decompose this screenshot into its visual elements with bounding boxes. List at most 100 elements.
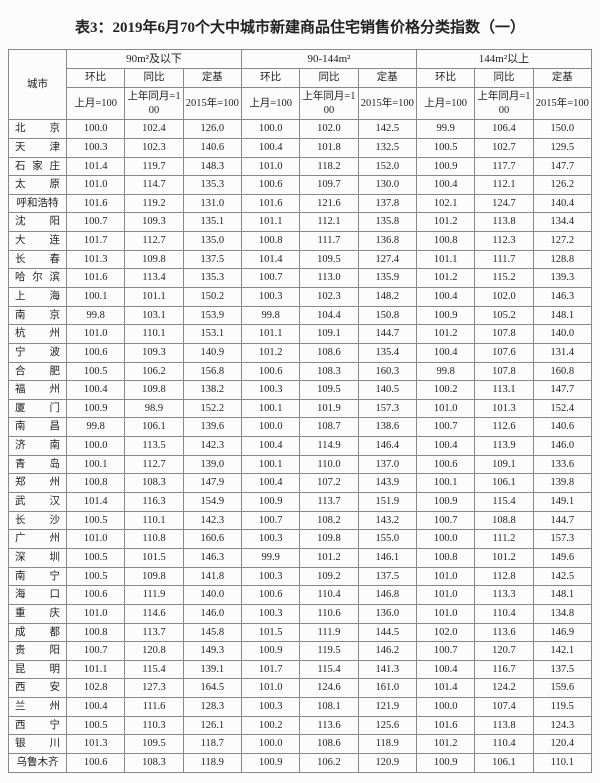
value-cell: 150.0 (533, 120, 591, 139)
value-cell: 109.5 (300, 250, 358, 269)
value-cell: 101.3 (67, 735, 125, 754)
city-cell: 福州 (9, 381, 67, 400)
value-cell: 108.7 (300, 418, 358, 437)
value-cell: 101.0 (67, 604, 125, 623)
value-cell: 109.5 (300, 381, 358, 400)
table-row: 济南100.0113.5142.3100.4114.9146.4100.4113… (9, 437, 592, 456)
value-cell: 114.6 (125, 604, 183, 623)
city-cell: 西安 (9, 679, 67, 698)
value-cell: 111.7 (300, 232, 358, 251)
value-cell: 100.3 (241, 604, 299, 623)
value-cell: 128.3 (183, 698, 241, 717)
table-row: 上海100.1101.1150.2100.3102.3148.2100.4102… (9, 287, 592, 306)
value-cell: 140.5 (358, 381, 416, 400)
value-cell: 106.4 (475, 120, 533, 139)
value-cell: 106.1 (475, 474, 533, 493)
header-yoy: 上年同月=1 00 (300, 87, 358, 119)
city-cell: 南京 (9, 306, 67, 325)
value-cell: 101.6 (67, 269, 125, 288)
value-cell: 135.1 (183, 213, 241, 232)
value-cell: 101.2 (416, 735, 474, 754)
table-row: 大连101.7112.7135.0100.8111.7136.8100.8112… (9, 232, 592, 251)
value-cell: 135.8 (358, 213, 416, 232)
value-cell: 133.6 (533, 455, 591, 474)
value-cell: 101.8 (300, 138, 358, 157)
city-cell: 乌鲁木齐 (9, 754, 67, 773)
value-cell: 127.3 (125, 679, 183, 698)
value-cell: 110.1 (125, 325, 183, 344)
value-cell: 159.6 (533, 679, 591, 698)
city-cell: 西宁 (9, 716, 67, 735)
value-cell: 137.5 (183, 250, 241, 269)
value-cell: 142.3 (183, 511, 241, 530)
value-cell: 128.8 (533, 250, 591, 269)
value-cell: 100.0 (241, 735, 299, 754)
value-cell: 101.3 (67, 250, 125, 269)
city-cell: 合肥 (9, 362, 67, 381)
value-cell: 100.2 (241, 716, 299, 735)
value-cell: 101.0 (416, 586, 474, 605)
value-cell: 115.4 (475, 493, 533, 512)
city-cell: 长沙 (9, 511, 67, 530)
value-cell: 111.2 (475, 530, 533, 549)
value-cell: 115.2 (475, 269, 533, 288)
value-cell: 110.4 (475, 604, 533, 623)
value-cell: 101.7 (241, 660, 299, 679)
value-cell: 100.4 (416, 287, 474, 306)
value-cell: 112.1 (300, 213, 358, 232)
value-cell: 100.7 (67, 642, 125, 661)
value-cell: 99.8 (416, 362, 474, 381)
value-cell: 116.3 (125, 493, 183, 512)
value-cell: 137.8 (358, 194, 416, 213)
table-row: 石家庄101.4119.7148.3101.0118.2152.0100.911… (9, 157, 592, 176)
header-dj: 定基 (533, 69, 591, 88)
value-cell: 145.8 (183, 623, 241, 642)
value-cell: 112.8 (475, 567, 533, 586)
value-cell: 151.9 (358, 493, 416, 512)
value-cell: 113.4 (125, 269, 183, 288)
table-row: 宁波100.6109.3140.9101.2108.6135.4100.4107… (9, 343, 592, 362)
value-cell: 144.7 (358, 325, 416, 344)
table-row: 兰州100.4111.6128.3100.3108.1121.9100.0107… (9, 698, 592, 717)
value-cell: 137.0 (358, 455, 416, 474)
value-cell: 132.5 (358, 138, 416, 157)
value-cell: 129.5 (533, 138, 591, 157)
value-cell: 113.7 (300, 493, 358, 512)
value-cell: 100.9 (67, 399, 125, 418)
value-cell: 120.9 (358, 754, 416, 773)
header-tb: 同比 (125, 69, 183, 88)
value-cell: 107.2 (300, 474, 358, 493)
value-cell: 121.9 (358, 698, 416, 717)
value-cell: 142.5 (358, 120, 416, 139)
value-cell: 146.0 (533, 437, 591, 456)
value-cell: 102.4 (125, 120, 183, 139)
value-cell: 100.6 (416, 455, 474, 474)
value-cell: 98.9 (125, 399, 183, 418)
table-row: 成都100.8113.7145.8101.5111.9144.5102.0113… (9, 623, 592, 642)
value-cell: 100.5 (67, 511, 125, 530)
value-cell: 126.2 (533, 176, 591, 195)
city-cell: 郑州 (9, 474, 67, 493)
city-cell: 太原 (9, 176, 67, 195)
value-cell: 150.8 (358, 306, 416, 325)
value-cell: 99.9 (241, 548, 299, 567)
value-cell: 144.7 (533, 511, 591, 530)
value-cell: 101.1 (241, 213, 299, 232)
header-dj: 定基 (183, 69, 241, 88)
value-cell: 100.6 (241, 362, 299, 381)
value-cell: 99.9 (416, 120, 474, 139)
value-cell: 127.2 (533, 232, 591, 251)
value-cell: 100.0 (67, 120, 125, 139)
value-cell: 135.3 (183, 269, 241, 288)
value-cell: 101.5 (241, 623, 299, 642)
value-cell: 101.3 (475, 399, 533, 418)
table-row: 长沙100.5110.1142.3100.7108.2143.2100.7108… (9, 511, 592, 530)
value-cell: 117.7 (475, 157, 533, 176)
value-cell: 100.3 (241, 698, 299, 717)
value-cell: 139.8 (533, 474, 591, 493)
value-cell: 102.8 (67, 679, 125, 698)
value-cell: 100.4 (67, 698, 125, 717)
city-cell: 重庆 (9, 604, 67, 623)
value-cell: 115.4 (300, 660, 358, 679)
table-row: 南昌99.8106.1139.6100.0108.7138.6100.7112.… (9, 418, 592, 437)
